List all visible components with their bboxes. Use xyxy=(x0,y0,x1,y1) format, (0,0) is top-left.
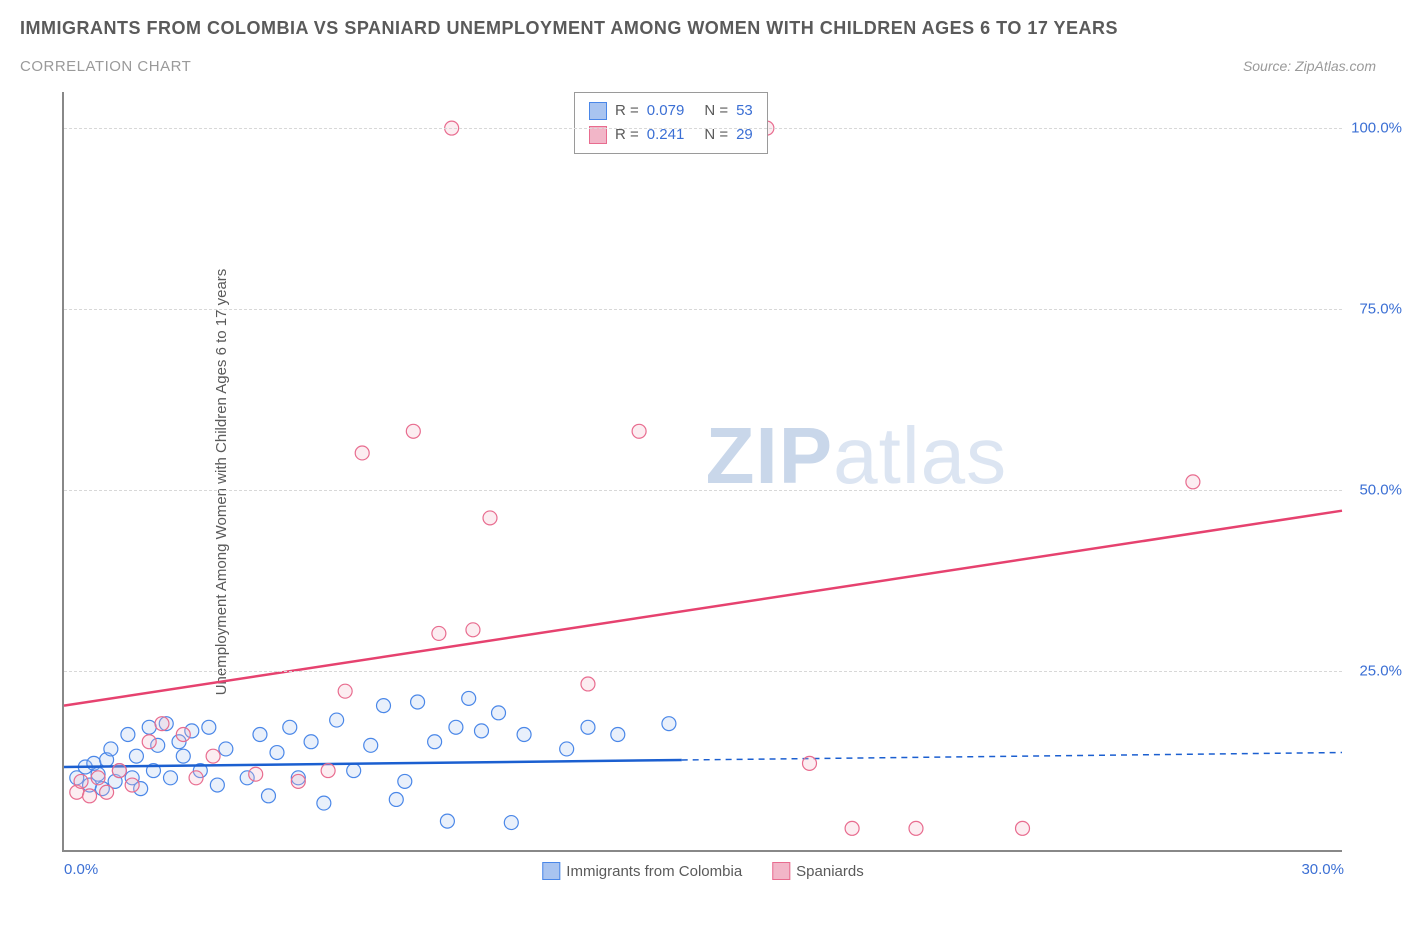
scatter-point xyxy=(483,511,497,525)
scatter-point xyxy=(291,774,305,788)
series-legend-label: Spaniards xyxy=(796,863,864,880)
scatter-point xyxy=(253,728,267,742)
page-title: IMMIGRANTS FROM COLOMBIA VS SPANIARD UNE… xyxy=(20,18,1118,39)
legend-row: R = 0.241 N = 29 xyxy=(589,123,753,147)
scatter-point xyxy=(581,677,595,691)
scatter-point xyxy=(845,821,859,835)
legend-n-label: N = xyxy=(704,123,728,147)
scatter-point xyxy=(428,735,442,749)
scatter-point xyxy=(517,728,531,742)
y-tick-label: 50.0% xyxy=(1359,482,1402,499)
scatter-point xyxy=(449,720,463,734)
scatter-point xyxy=(440,814,454,828)
legend-swatch xyxy=(772,862,790,880)
scatter-point xyxy=(210,778,224,792)
scatter-point xyxy=(129,749,143,763)
gridline xyxy=(64,671,1342,672)
legend-swatch xyxy=(542,862,560,880)
scatter-point xyxy=(176,749,190,763)
legend-row: R = 0.079 N = 53 xyxy=(589,99,753,123)
correlation-legend: R = 0.079 N = 53 R = 0.241 N = 29 xyxy=(574,92,768,154)
gridline xyxy=(64,490,1342,491)
scatter-point xyxy=(74,774,88,788)
scatter-point xyxy=(355,446,369,460)
correlation-chart: Unemployment Among Women with Children A… xyxy=(52,92,1382,872)
scatter-point xyxy=(1186,475,1200,489)
scatter-point xyxy=(662,717,676,731)
legend-r-value: 0.241 xyxy=(647,123,685,147)
scatter-point xyxy=(466,623,480,637)
plot-svg xyxy=(64,92,1342,850)
legend-n-value: 29 xyxy=(736,123,753,147)
scatter-point xyxy=(142,720,156,734)
series-legend: Immigrants from Colombia Spaniards xyxy=(542,862,863,880)
y-tick-label: 100.0% xyxy=(1351,120,1402,137)
y-tick-label: 75.0% xyxy=(1359,301,1402,318)
scatter-point xyxy=(283,720,297,734)
scatter-point xyxy=(261,789,275,803)
scatter-point xyxy=(406,424,420,438)
source-attribution: Source: ZipAtlas.com xyxy=(1243,58,1376,74)
gridline xyxy=(64,309,1342,310)
scatter-point xyxy=(304,735,318,749)
series-legend-item: Immigrants from Colombia xyxy=(542,862,742,880)
trend-line xyxy=(64,760,682,767)
scatter-point xyxy=(176,728,190,742)
scatter-point xyxy=(83,789,97,803)
scatter-point xyxy=(317,796,331,810)
legend-swatch xyxy=(589,102,607,120)
trend-line xyxy=(64,511,1342,706)
scatter-point xyxy=(249,767,263,781)
gridline xyxy=(64,128,1342,129)
scatter-point xyxy=(330,713,344,727)
scatter-point xyxy=(474,724,488,738)
scatter-point xyxy=(338,684,352,698)
scatter-point xyxy=(909,821,923,835)
scatter-point xyxy=(321,764,335,778)
legend-n-label: N = xyxy=(704,99,728,123)
scatter-point xyxy=(142,735,156,749)
scatter-point xyxy=(492,706,506,720)
page-subtitle: CORRELATION CHART xyxy=(20,58,191,75)
x-tick-label: 0.0% xyxy=(64,861,98,878)
scatter-point xyxy=(364,738,378,752)
scatter-point xyxy=(462,691,476,705)
scatter-point xyxy=(270,746,284,760)
legend-r-value: 0.079 xyxy=(647,99,685,123)
scatter-point xyxy=(389,792,403,806)
scatter-point xyxy=(125,778,139,792)
plot-area: ZIPatlas R =0.079N =53R =0.241N =29 Immi… xyxy=(62,92,1342,852)
scatter-point xyxy=(164,771,178,785)
scatter-point xyxy=(206,749,220,763)
trend-line-dashed xyxy=(682,753,1342,760)
scatter-point xyxy=(398,774,412,788)
scatter-point xyxy=(219,742,233,756)
scatter-point xyxy=(611,728,625,742)
scatter-point xyxy=(377,699,391,713)
scatter-point xyxy=(347,764,361,778)
legend-r-label: R = xyxy=(615,99,639,123)
series-legend-label: Immigrants from Colombia xyxy=(566,863,742,880)
x-tick-label: 30.0% xyxy=(1301,861,1344,878)
scatter-point xyxy=(112,764,126,778)
scatter-point xyxy=(432,626,446,640)
scatter-point xyxy=(91,771,105,785)
scatter-point xyxy=(803,756,817,770)
legend-r-label: R = xyxy=(615,123,639,147)
series-legend-item: Spaniards xyxy=(772,862,864,880)
scatter-point xyxy=(504,816,518,830)
y-tick-label: 25.0% xyxy=(1359,663,1402,680)
scatter-point xyxy=(104,742,118,756)
scatter-point xyxy=(189,771,203,785)
scatter-point xyxy=(632,424,646,438)
scatter-point xyxy=(581,720,595,734)
scatter-point xyxy=(411,695,425,709)
scatter-point xyxy=(155,717,169,731)
scatter-point xyxy=(560,742,574,756)
scatter-point xyxy=(202,720,216,734)
scatter-point xyxy=(100,785,114,799)
legend-n-value: 53 xyxy=(736,99,753,123)
scatter-point xyxy=(1016,821,1030,835)
scatter-point xyxy=(121,728,135,742)
